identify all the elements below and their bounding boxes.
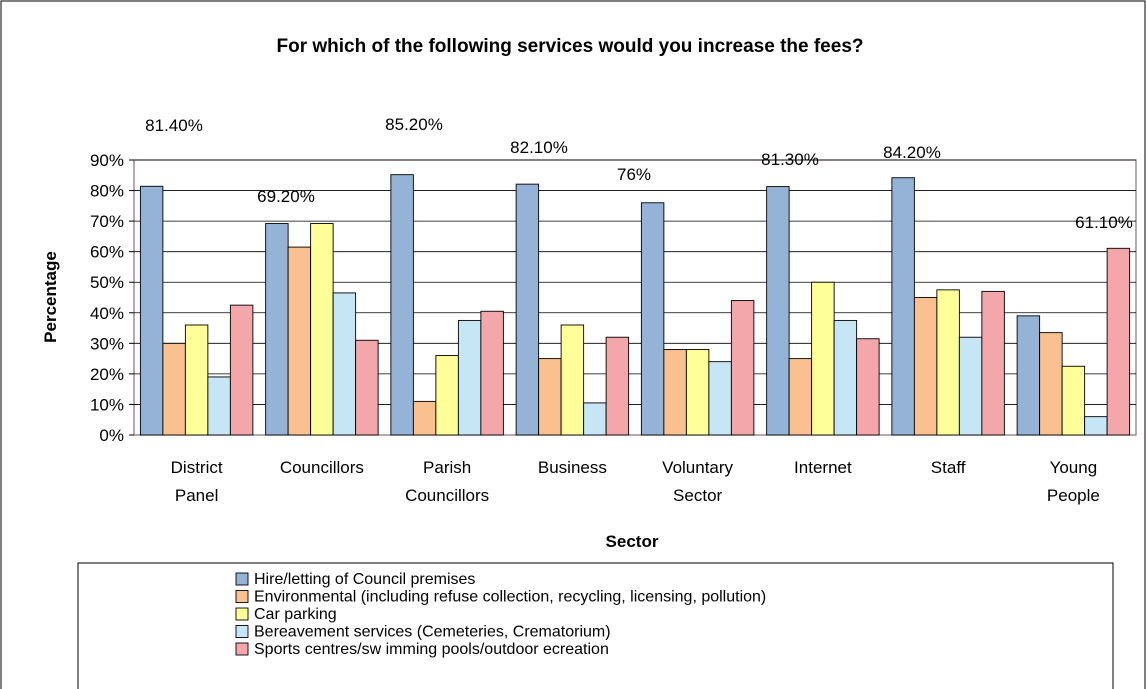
bar	[958, 336, 983, 436]
bar	[605, 336, 630, 436]
bar	[457, 319, 482, 436]
value-annotation: 81.30%	[761, 150, 819, 169]
value-annotation: 84.20%	[883, 143, 941, 162]
x-tick-label: Business	[538, 458, 607, 477]
x-tick-label: Sector	[673, 486, 722, 505]
value-annotation: 82.10%	[510, 138, 568, 157]
legend-box	[77, 562, 1114, 689]
bar	[730, 300, 755, 436]
x-tick-labels: District Panel Councillors Parish Councillor…	[171, 458, 1100, 505]
bar	[332, 292, 357, 436]
bar	[480, 310, 504, 436]
bar	[936, 289, 960, 436]
annotations: 81.40% 69.20% 85.20% 82.10% 76% 81.30% 84.20% 6…	[145, 115, 1133, 232]
bar	[139, 185, 164, 436]
bar	[1016, 315, 1041, 436]
legend-label: Sports centres/sw imming pools/outdoor e…	[254, 641, 609, 658]
legend-swatch	[235, 572, 249, 586]
bar	[229, 304, 254, 436]
value-annotation: 85.20%	[385, 115, 443, 134]
bar	[811, 281, 835, 436]
x-tick-label: Staff	[931, 458, 966, 477]
bar	[891, 177, 915, 436]
legend-label: Hire/letting of Council premises	[254, 571, 475, 588]
legend-swatch	[235, 590, 249, 603]
legend: Hire/letting of Council premisesEnvironm…	[235, 571, 766, 658]
bar	[1084, 416, 1108, 436]
x-tick-label: People	[1047, 486, 1100, 505]
bar	[207, 376, 231, 436]
bar	[913, 297, 938, 436]
y-axis-label: Percentage	[41, 251, 60, 343]
x-tick-label: Voluntary	[662, 458, 733, 477]
bars	[139, 174, 1131, 436]
bar	[766, 186, 790, 436]
bar	[355, 339, 379, 436]
bar	[265, 223, 289, 436]
bar	[788, 358, 813, 436]
bar	[412, 400, 437, 436]
bar	[981, 290, 1005, 436]
y-tick-label: 0%	[99, 426, 124, 445]
legend-label: Car parking	[254, 606, 337, 623]
y-tick-label: 50%	[90, 273, 124, 292]
bar	[162, 342, 186, 436]
y-tick-label: 80%	[90, 182, 124, 201]
y-tick-label: 10%	[90, 395, 124, 414]
bar	[833, 319, 858, 436]
bar	[538, 358, 562, 436]
bar	[1039, 332, 1063, 436]
bar	[1106, 247, 1131, 436]
y-tick-label: 40%	[90, 304, 124, 323]
value-annotation: 76%	[617, 165, 651, 184]
bar	[685, 348, 710, 436]
bar	[560, 324, 585, 436]
x-tick-label: District	[171, 458, 223, 477]
bar	[1061, 365, 1086, 436]
bar	[390, 174, 414, 436]
value-annotation: 81.40%	[145, 116, 203, 135]
legend-label: Environmental (including refuse collecti…	[254, 589, 766, 606]
chart-title: For which of the following services woul…	[276, 36, 863, 57]
bar	[663, 348, 687, 436]
legend-label: Bereavement services (Cemeteries, Cremat…	[254, 624, 611, 641]
y-tick-label: 70%	[90, 212, 124, 231]
y-tick-label: 60%	[90, 243, 124, 262]
bar	[708, 361, 732, 436]
bar	[435, 355, 459, 436]
x-tick-label: Parish	[423, 458, 471, 477]
bar	[184, 324, 209, 436]
y-tick-labels: 0% 10% 20% 30% 40% 50% 60% 70% 80% 90%	[90, 151, 124, 445]
value-annotation: 61.10%	[1075, 213, 1133, 232]
x-tick-label: Councillors	[280, 458, 364, 477]
legend-swatch	[235, 607, 249, 621]
value-annotation: 69.20%	[257, 187, 315, 206]
bar	[515, 183, 540, 436]
y-tick-label: 90%	[90, 151, 124, 170]
x-tick-label: Councillors	[405, 486, 489, 505]
x-tick-label: Panel	[175, 486, 218, 505]
legend-swatch	[235, 625, 249, 638]
bar	[287, 246, 312, 436]
y-tick-label: 30%	[90, 334, 124, 353]
x-axis-label: Sector	[606, 532, 659, 551]
x-tick-label: Internet	[794, 458, 852, 477]
bar	[640, 202, 665, 436]
y-tick-label: 20%	[90, 365, 124, 384]
bar	[583, 402, 607, 436]
bar	[856, 338, 880, 436]
legend-swatch	[235, 642, 249, 656]
x-tick-label: Young	[1050, 458, 1098, 477]
bar	[310, 223, 334, 436]
